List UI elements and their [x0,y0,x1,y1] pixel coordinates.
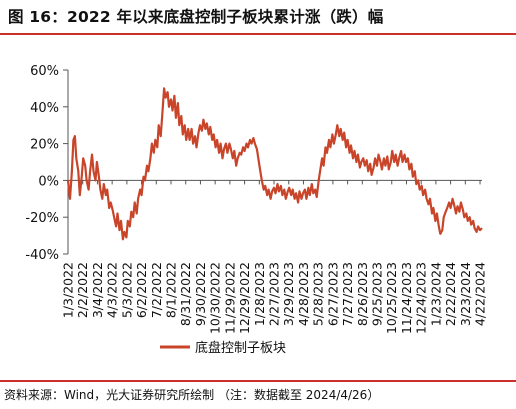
x-tick-label: 5/28/2023 [311,262,326,326]
x-tick-label: 8/31/2022 [178,262,193,326]
series-line [66,87,483,241]
x-tick-label: 4/3/2022 [105,262,120,318]
x-tick-label: 8/26/2023 [355,262,370,326]
x-tick-label: 5/3/2022 [119,262,134,318]
y-tick-label: 60% [30,64,59,79]
legend-label: 底盘控制子板块 [195,340,286,356]
figure-title: 图 16：2022 年以来底盘控制子板块累计涨（跌）幅 [8,8,384,26]
x-tick-label: 8/1/2022 [164,262,179,318]
y-tick-label: 0% [38,174,59,189]
y-tick-label: 40% [30,101,59,116]
x-tick-label: 4/22/2024 [473,262,488,326]
x-tick-label: 10/30/2022 [208,262,223,334]
x-tick-label: 12/24/2023 [414,262,429,334]
x-tick-label: 1/3/2022 [61,262,76,318]
x-tick-label: 12/29/2022 [237,262,252,334]
x-tick-label: 7/27/2023 [340,262,355,326]
x-tick-label: 7/2/2022 [149,262,164,318]
x-tick-label: 2/27/2023 [267,262,282,326]
y-tick-label: 20% [30,138,59,153]
legend: 底盘控制子板块 [160,340,286,356]
y-tick-label: -20% [25,211,59,226]
x-tick-label: 1/23/2024 [428,262,443,326]
x-tick-label: 2/22/2024 [443,262,458,326]
x-tick-label: 9/25/2023 [370,262,385,326]
x-tick-label: 6/2/2022 [134,262,149,318]
x-tick-label: 1/28/2023 [252,262,267,326]
x-tick-label: 9/30/2022 [193,262,208,326]
line-chart: 60% 40% 20% 0% -20% -40% 1/3/2022 2/2/2022 3/4/… [25,64,488,356]
x-tick-label: 6/27/2023 [325,262,340,326]
title-divider [0,33,516,35]
x-axis: 1/3/2022 2/2/2022 3/4/2022 4/3/2022 5/3/2022… [61,180,488,334]
x-tick-label: 3/23/2024 [458,262,473,326]
source-note: 资料来源：Wind，光大证券研究所绘制 （注：数据截至 2024/4/26） [4,388,380,402]
x-tick-label: 4/28/2023 [296,262,311,326]
x-tick-label: 3/4/2022 [90,262,105,318]
x-tick-label: 2/2/2022 [75,262,90,318]
y-axis: 60% 40% 20% 0% -20% -40% [25,64,69,263]
x-tick-label: 3/29/2023 [281,262,296,326]
x-tick-label: 11/24/2023 [399,262,414,334]
x-tick-label: 10/25/2023 [384,262,399,334]
y-tick-label: -40% [25,248,59,263]
x-tick-label: 11/29/2022 [222,262,237,334]
source-divider [0,380,516,382]
